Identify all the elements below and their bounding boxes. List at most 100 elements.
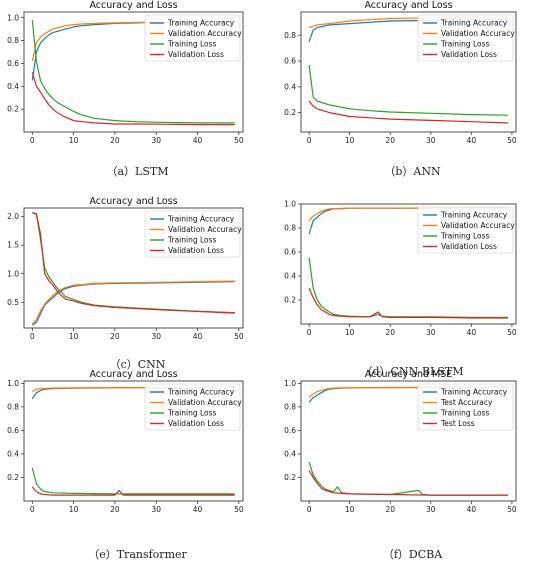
chart-caption: （e）Transformer: [88, 548, 187, 561]
y-tick-label: 0.2: [284, 473, 296, 482]
chart-panel-cnn-blstm: 0 10 20 30 40 50 0.2 0.4 0.6 0.8 1.0 Training Accur…: [275, 193, 550, 380]
legend-label: Training Loss: [440, 40, 490, 49]
x-tick-label: 0: [307, 136, 312, 145]
legend-label: Validation Loss: [168, 419, 224, 428]
x-tick-label: 20: [110, 136, 120, 145]
legend-label: Training Accuracy: [440, 388, 508, 397]
chart-panel-dcba: Accuracy and MSE 0 10 20 30 40 50 0.2 0.4 0.6 0.8 1…: [275, 366, 550, 561]
y-tick-label: 0.8: [284, 402, 296, 411]
series-line-3: [31, 72, 235, 126]
chart-svg: Accuracy and Loss 0 10 20 30 40 50 0.2 0.4 0.6 0.8…: [7, 369, 244, 514]
y-tick-label: 0.6: [7, 426, 19, 435]
plot-frame: [23, 207, 244, 329]
chart-panel-ann: Accuracy and Loss 0 10 20 30 40 50 0.2 0.4 0.6 0.8…: [275, 0, 550, 187]
y-tick-label: 0.8: [284, 224, 296, 233]
chart-caption: （d）CNN-BLSTM: [361, 365, 464, 378]
chart-panel-cnn: Accuracy and Loss 0 10 20 30 40 50 0.5 1.0 1.5 2.0…: [0, 193, 275, 380]
x-tick-label: 30: [426, 328, 436, 337]
series-line-3: [308, 470, 508, 496]
y-tick-label: 1.0: [7, 13, 19, 22]
y-tick-label: 0.6: [7, 59, 19, 68]
y-tick-label: 1.5: [7, 241, 19, 250]
x-tick-label: 40: [193, 332, 203, 341]
chart-svg: 0 10 20 30 40 50 0.2 0.4 0.6 0.8 1.0 Training Accur…: [284, 200, 517, 337]
y-tick-label: 1.0: [7, 379, 19, 388]
x-tick-label: 50: [234, 136, 244, 145]
x-tick-label: 20: [385, 328, 395, 337]
series-line-2: [31, 19, 235, 124]
chart-panel-lstm: Accuracy and Loss 0 10 20 30 40 50 0.2 0.4 0.6 0.8…: [0, 0, 275, 187]
x-tick-label: 10: [69, 136, 79, 145]
x-tick-label: 50: [234, 505, 244, 514]
y-tick-label: 0.4: [7, 450, 19, 459]
chart-caption: （c）CNN: [109, 358, 166, 371]
legend-box: [417, 206, 514, 254]
chart-caption: （a）LSTM: [106, 165, 169, 178]
y-tick-label: 0.2: [284, 296, 296, 305]
x-tick-label: 20: [110, 332, 120, 341]
chart-title: Accuracy and Loss: [89, 369, 177, 380]
y-tick-label: 0.2: [7, 473, 19, 482]
x-tick-label: 50: [507, 136, 517, 145]
x-tick-label: 0: [307, 328, 312, 337]
x-tick-label: 0: [30, 136, 35, 145]
chart-title: Accuracy and Loss: [89, 0, 177, 11]
y-tick-label: 1.0: [284, 200, 296, 209]
x-tick-label: 50: [507, 328, 517, 337]
legend-label: Validation Loss: [441, 50, 497, 59]
chart-caption: （f）DCBA: [382, 548, 443, 561]
series-line-2: [308, 64, 508, 116]
y-tick-label: 0.8: [7, 36, 19, 45]
legend-label: Validation Accuracy: [441, 29, 515, 38]
series-line-3: [32, 212, 235, 314]
legend-label: Training Accuracy: [167, 215, 235, 224]
legend-label: Training Loss: [167, 40, 217, 49]
y-tick-label: 1.0: [7, 269, 19, 278]
legend-box: [144, 210, 241, 258]
x-tick-label: 40: [467, 505, 477, 514]
y-tick-label: 0.4: [7, 82, 19, 91]
x-tick-label: 10: [345, 505, 355, 514]
chart-title: Accuracy and Loss: [364, 0, 452, 11]
x-tick-label: 10: [69, 332, 79, 341]
y-tick-label: 0.5: [7, 298, 19, 307]
x-tick-label: 30: [151, 332, 161, 341]
y-tick-label: 0.6: [284, 57, 296, 66]
x-tick-label: 20: [385, 136, 395, 145]
x-tick-label: 0: [30, 332, 35, 341]
x-tick-label: 40: [193, 136, 203, 145]
chart-title: Accuracy and Loss: [89, 196, 177, 207]
chart-caption: （b）ANN: [384, 165, 441, 178]
x-tick-label: 30: [426, 136, 436, 145]
series-line-2: [308, 462, 508, 496]
plot-frame: [300, 203, 517, 325]
x-tick-label: 40: [467, 136, 477, 145]
y-tick-label: 0.8: [7, 402, 19, 411]
legend-label: Validation Accuracy: [441, 221, 515, 230]
series-line-2: [31, 467, 235, 495]
x-tick-label: 30: [426, 505, 436, 514]
chart-svg: Accuracy and Loss 0 10 20 30 40 50 0.5 1.0 1.5 2.0…: [7, 196, 244, 341]
series-line-1: [31, 280, 235, 325]
x-tick-label: 10: [69, 505, 79, 514]
series-line-2: [308, 257, 508, 319]
series-line-3: [308, 100, 508, 124]
x-tick-label: 40: [193, 505, 203, 514]
y-tick-label: 0.2: [7, 105, 19, 114]
x-tick-label: 0: [307, 505, 312, 514]
x-tick-label: 30: [151, 505, 161, 514]
legend-box: [144, 14, 241, 62]
y-tick-label: 0.4: [284, 82, 296, 91]
legend-label: Validation Accuracy: [168, 398, 242, 407]
x-tick-label: 10: [345, 136, 355, 145]
chart-svg: Accuracy and Loss 0 10 20 30 40 50 0.2 0.4 0.6 0.8…: [7, 0, 244, 145]
legend-label: Validation Loss: [168, 246, 224, 255]
y-tick-label: 2.0: [7, 212, 19, 221]
legend-label: Training Accuracy: [167, 388, 235, 397]
legend-label: Training Loss: [167, 236, 217, 245]
chart-svg: Accuracy and Loss 0 10 20 30 40 50 0.2 0.4 0.6 0.8…: [284, 0, 517, 145]
legend-label: Test Accuracy: [440, 398, 493, 407]
x-tick-label: 50: [507, 505, 517, 514]
x-tick-label: 0: [30, 505, 35, 514]
y-tick-label: 0.8: [284, 31, 296, 40]
